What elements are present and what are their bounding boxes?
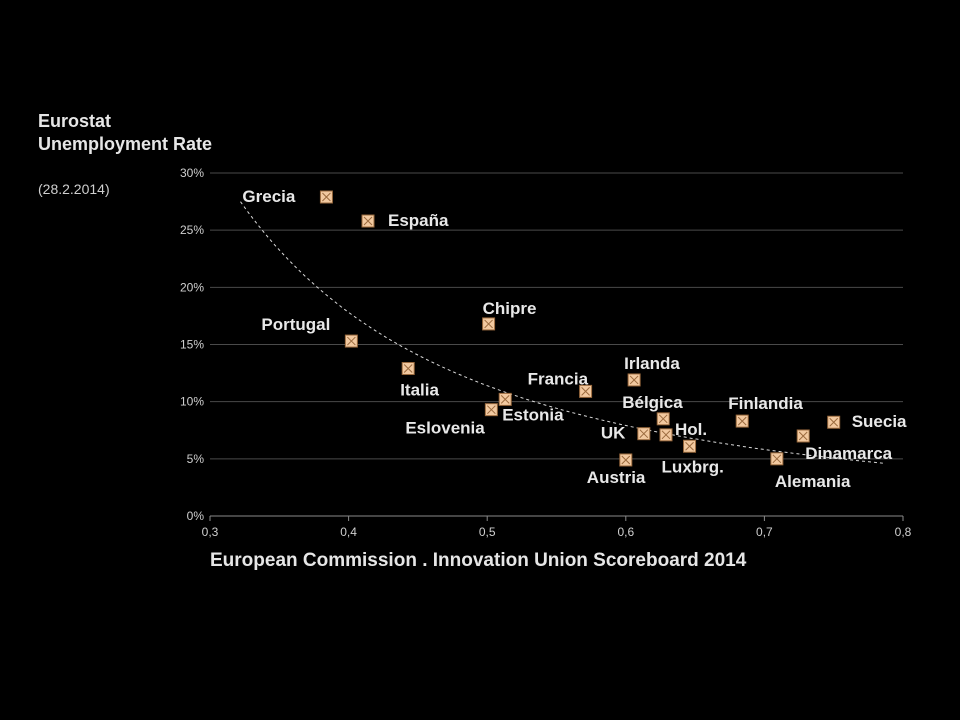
x-tick-label: 0,8 [895, 525, 912, 539]
data-point-cross [347, 336, 356, 346]
data-point-cross [829, 417, 839, 427]
data-label: Alemania [775, 472, 851, 491]
data-label: Francia [528, 369, 589, 388]
x-axis-title: European Commission . Innovation Union S… [210, 550, 747, 571]
data-point-cross [685, 441, 694, 451]
data-point-cross [658, 414, 668, 424]
trend-line [240, 201, 886, 464]
data-label: Finlandia [728, 394, 803, 413]
data-point-cross [322, 192, 331, 202]
data-point-cross [798, 431, 808, 441]
data-point-cross [484, 319, 493, 329]
data-point-cross [487, 405, 496, 415]
x-tick-label: 0,3 [202, 525, 219, 539]
data-label: Luxbrg. [662, 457, 724, 476]
data-point-cross [621, 455, 631, 465]
x-tick-label: 0,4 [340, 525, 357, 539]
data-point-cross [581, 387, 590, 396]
y-axis-subtitle: (28.2.2014) [38, 181, 110, 197]
data-point-cross [661, 430, 671, 440]
y-tick-label: 10% [180, 395, 204, 409]
data-label: UK [601, 424, 626, 443]
x-tick-label: 0,6 [617, 525, 634, 539]
data-label: Estonia [502, 405, 564, 424]
data-label: Portugal [261, 315, 330, 334]
data-label: Eslovenia [405, 419, 485, 438]
data-point-cross [403, 364, 413, 373]
data-label: Grecia [242, 187, 295, 206]
x-tick-label: 0,7 [756, 525, 773, 539]
y-tick-label: 15% [180, 338, 204, 352]
data-label: Suecia [852, 412, 907, 431]
x-tick-label: 0,5 [479, 525, 496, 539]
y-tick-label: 30% [180, 166, 204, 180]
data-point-cross [639, 429, 649, 439]
data-label: Bélgica [622, 393, 683, 412]
y-tick-label: 20% [180, 280, 204, 294]
data-label: Hol. [675, 420, 707, 439]
data-label: Irlanda [624, 354, 680, 373]
y-tick-label: 25% [180, 223, 204, 237]
y-tick-label: 5% [187, 452, 205, 466]
data-label: Italia [400, 381, 439, 400]
data-label: Austria [587, 468, 646, 487]
data-label: Chipre [483, 299, 537, 318]
data-point-cross [629, 375, 639, 385]
data-point-cross [500, 395, 510, 404]
data-label: España [388, 211, 449, 230]
data-point-cross [737, 416, 747, 426]
y-axis-title: Eurostat Unemployment Rate [38, 111, 213, 154]
data-label: Dinamarca [805, 444, 892, 463]
y-tick-label: 0% [187, 509, 205, 523]
data-point-cross [363, 216, 373, 226]
data-point-cross [772, 454, 782, 464]
